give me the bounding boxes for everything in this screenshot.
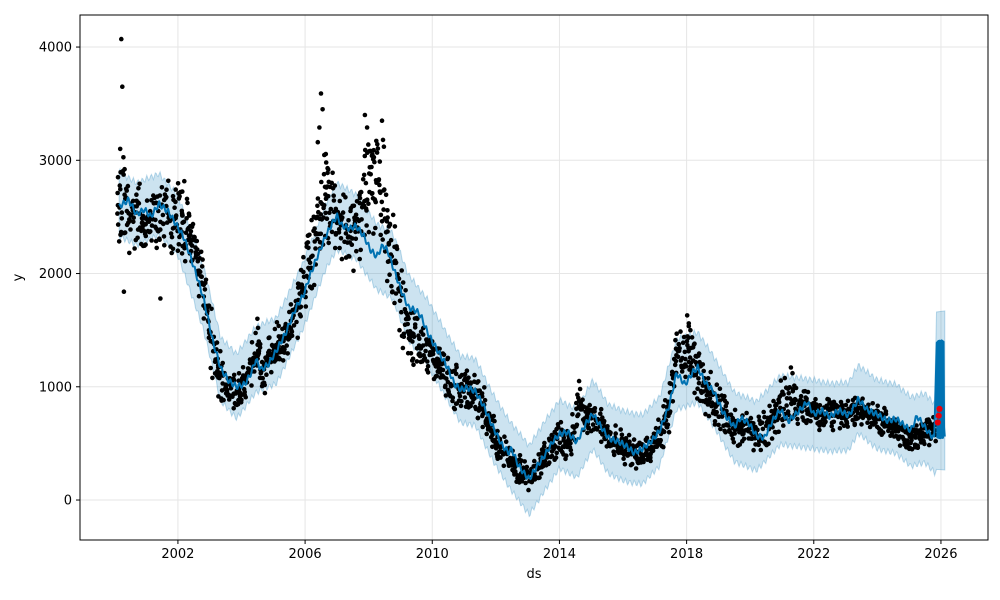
x-tick-label: 2002 (161, 547, 194, 562)
y-tick-label: 0 (64, 494, 72, 509)
x-tick-label: 2026 (924, 547, 957, 562)
x-axis-label: ds (526, 567, 541, 582)
x-tick-label: 2010 (416, 547, 449, 562)
forecast-line (118, 196, 946, 481)
y-tick-label: 3000 (39, 154, 72, 169)
x-tick-label: 2014 (543, 547, 576, 562)
observed-points (115, 36, 939, 493)
y-tick-label: 1000 (39, 380, 72, 395)
axes: 2002 2006 2010 2014 2018 2022 2026 0 1000 2000 300… (39, 14, 989, 562)
uncertainty-band (118, 167, 946, 518)
y-axis-label: y (11, 273, 26, 281)
x-tick-label: 2022 (797, 547, 830, 562)
y-tick-label: 2000 (39, 267, 72, 282)
y-tick-label: 4000 (39, 41, 72, 56)
anomaly-points (934, 405, 943, 426)
x-tick-label: 2018 (670, 547, 703, 562)
x-tick-label: 2006 (289, 547, 322, 562)
gridlines (80, 15, 988, 540)
